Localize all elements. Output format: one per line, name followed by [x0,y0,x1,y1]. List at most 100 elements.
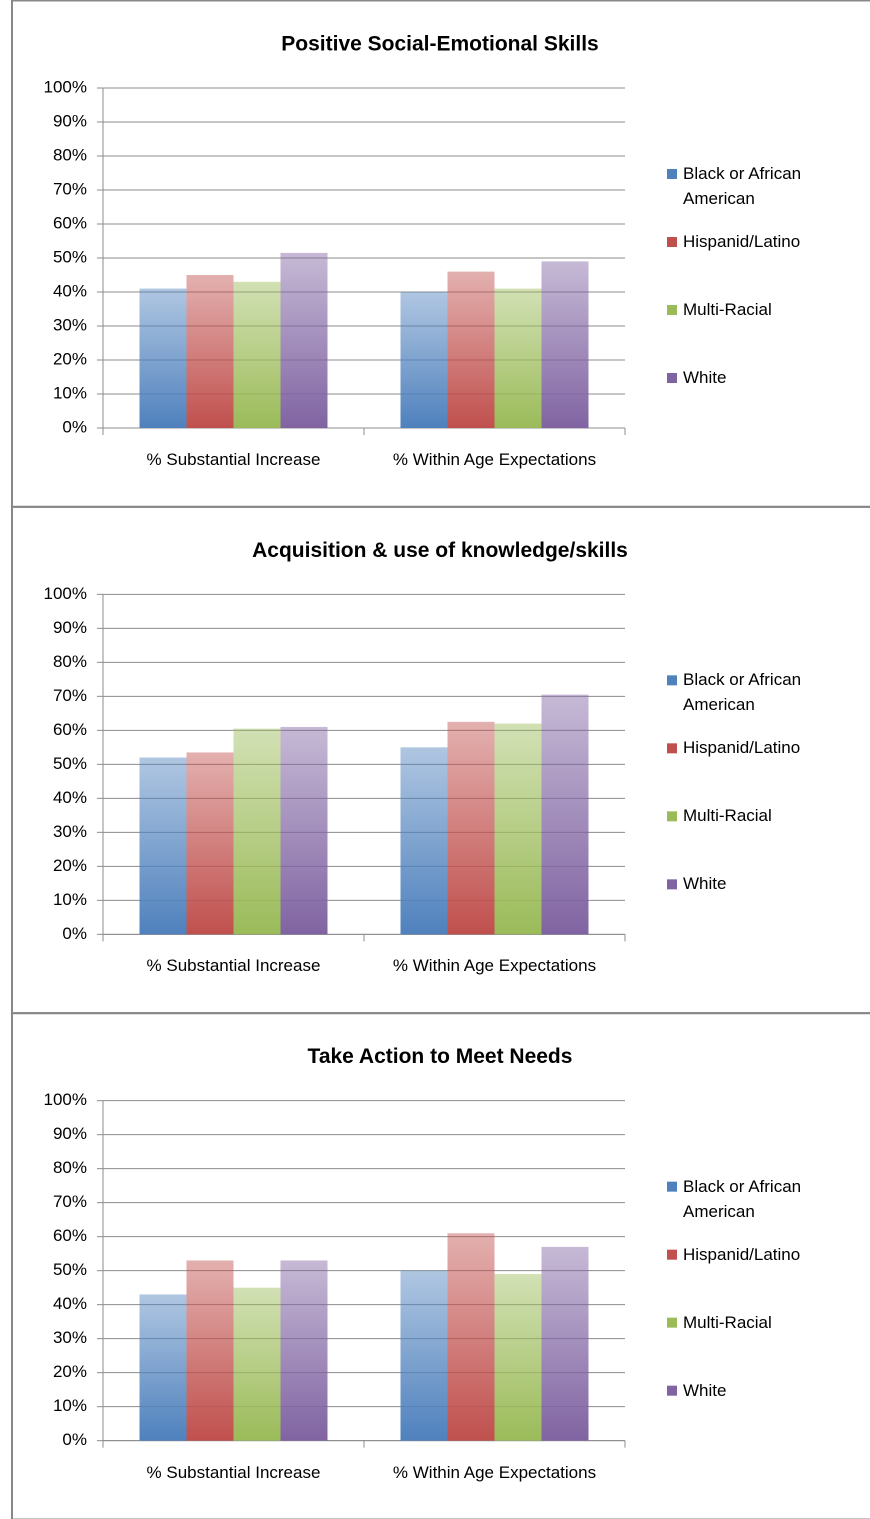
y-tick-label: 80% [53,1158,87,1177]
legend-label: Hispanid/Latino [683,232,801,251]
legend-label: White [683,1380,727,1400]
y-tick-label: 0% [62,417,87,436]
y-tick-label: 20% [53,349,87,368]
y-tick-label: 40% [53,788,87,807]
legend-label-box: Black or African American [683,1176,802,1221]
legend-swatch [667,675,677,686]
x-tick-label: % Substantial Increase [146,450,321,469]
y-tick-label: 30% [53,822,87,841]
legend-swatch [667,169,677,179]
y-tick-label: 10% [53,1396,87,1415]
y-tick-label: 90% [53,1124,87,1143]
y-tick-label: 70% [53,179,87,198]
bar [280,252,328,428]
y-tick-label: 100% [44,584,87,603]
y-tick-label: 100% [44,77,87,96]
y-tick-label: 20% [53,856,87,875]
y-tick-label: 20% [53,1362,87,1381]
legend-label: Hispanid/Latino [683,738,801,758]
legend-label-box: Hispanid/Latino [683,1244,801,1264]
legend-swatch [667,237,677,247]
bar [139,757,187,935]
legend-label: Black or African American [683,164,802,208]
legend-label: Black or African American [683,670,802,715]
y-tick-label: 70% [53,686,87,705]
legend-swatch [667,373,677,383]
legend-label: White [683,368,727,387]
legend-label: Multi-Racial [683,300,772,319]
bar [186,1260,234,1441]
y-tick-label: 10% [53,383,87,402]
bar [447,271,495,428]
bar [233,1287,281,1441]
bar [541,1246,589,1441]
y-tick-label: 50% [53,247,87,266]
legend-swatch [667,1385,677,1396]
legend-label-box: White [683,368,727,387]
bar [233,728,281,935]
bar [494,1274,542,1441]
legend-label-box: Multi-Racial [683,300,772,319]
bar [494,288,542,428]
y-tick-label: 30% [53,1328,87,1347]
bar [139,1294,187,1441]
y-tick-label: 50% [53,754,87,773]
x-tick-label-box: % Substantial Increase [146,956,321,976]
x-tick-label: % Substantial Increase [146,956,321,976]
x-tick-label-box: % Substantial Increase [146,1462,321,1482]
bar [400,292,448,428]
legend-swatch [667,811,677,822]
legend-label: Multi-Racial [683,1312,772,1332]
bar [139,288,187,428]
legend-swatch [667,879,677,890]
bar [400,1270,448,1441]
y-tick-label: 80% [53,652,87,671]
legend-label: Multi-Racial [683,806,772,826]
bar [494,723,542,935]
bar [186,752,234,935]
y-tick-label: 60% [53,1226,87,1245]
y-tick-label: 10% [53,890,87,909]
legend-label-box: Black or African American [683,670,802,715]
legend-label-box: Multi-Racial [683,1312,772,1332]
legend-label-box: Hispanid/Latino [683,232,801,251]
y-tick-label: 0% [62,1430,87,1449]
legend-label-box: White [683,1380,727,1400]
y-tick-label: 70% [53,1192,87,1211]
bar [541,261,589,428]
bar [233,281,281,428]
legend-label-box: Black or African American [683,164,802,208]
y-tick-label: 90% [53,111,87,130]
legend-swatch [667,1249,677,1260]
x-tick-label: % Substantial Increase [146,1462,321,1482]
y-tick-label: 50% [53,1260,87,1279]
x-tick-label-box: % Substantial Increase [146,450,321,469]
y-tick-label: 60% [53,720,87,739]
legend-label: Hispanid/Latino [683,1244,801,1264]
legend-label-box: Hispanid/Latino [683,738,801,758]
bar [447,721,495,935]
y-tick-label: 40% [53,1294,87,1313]
bar [280,726,328,935]
chart-title: Positive Social-Emotional Skills [281,33,598,56]
legend-swatch [667,305,677,315]
y-tick-label: 0% [62,924,87,943]
bar [186,275,234,428]
x-tick-label: % Within Age Expectations [392,450,597,469]
legend-label: Black or African American [683,1176,802,1221]
bar [400,747,448,935]
y-tick-label: 30% [53,315,87,334]
x-tick-label: % Within Age Expectations [392,1462,597,1482]
bar [280,1260,328,1441]
y-tick-label: 90% [53,618,87,637]
legend-label-box: White [683,874,726,893]
chart-title: Take Action to Meet Needs [308,1045,573,1068]
x-tick-label: % Within Age Expectations [392,956,597,976]
chart-title: Acquisition & use of knowledge/skills [252,539,628,562]
x-tick-label-box: % Within Age Expectations [392,1462,597,1482]
legend-swatch [667,1317,677,1328]
panel-border [11,1012,870,1519]
bar [541,694,589,935]
y-tick-label: 80% [53,145,87,164]
